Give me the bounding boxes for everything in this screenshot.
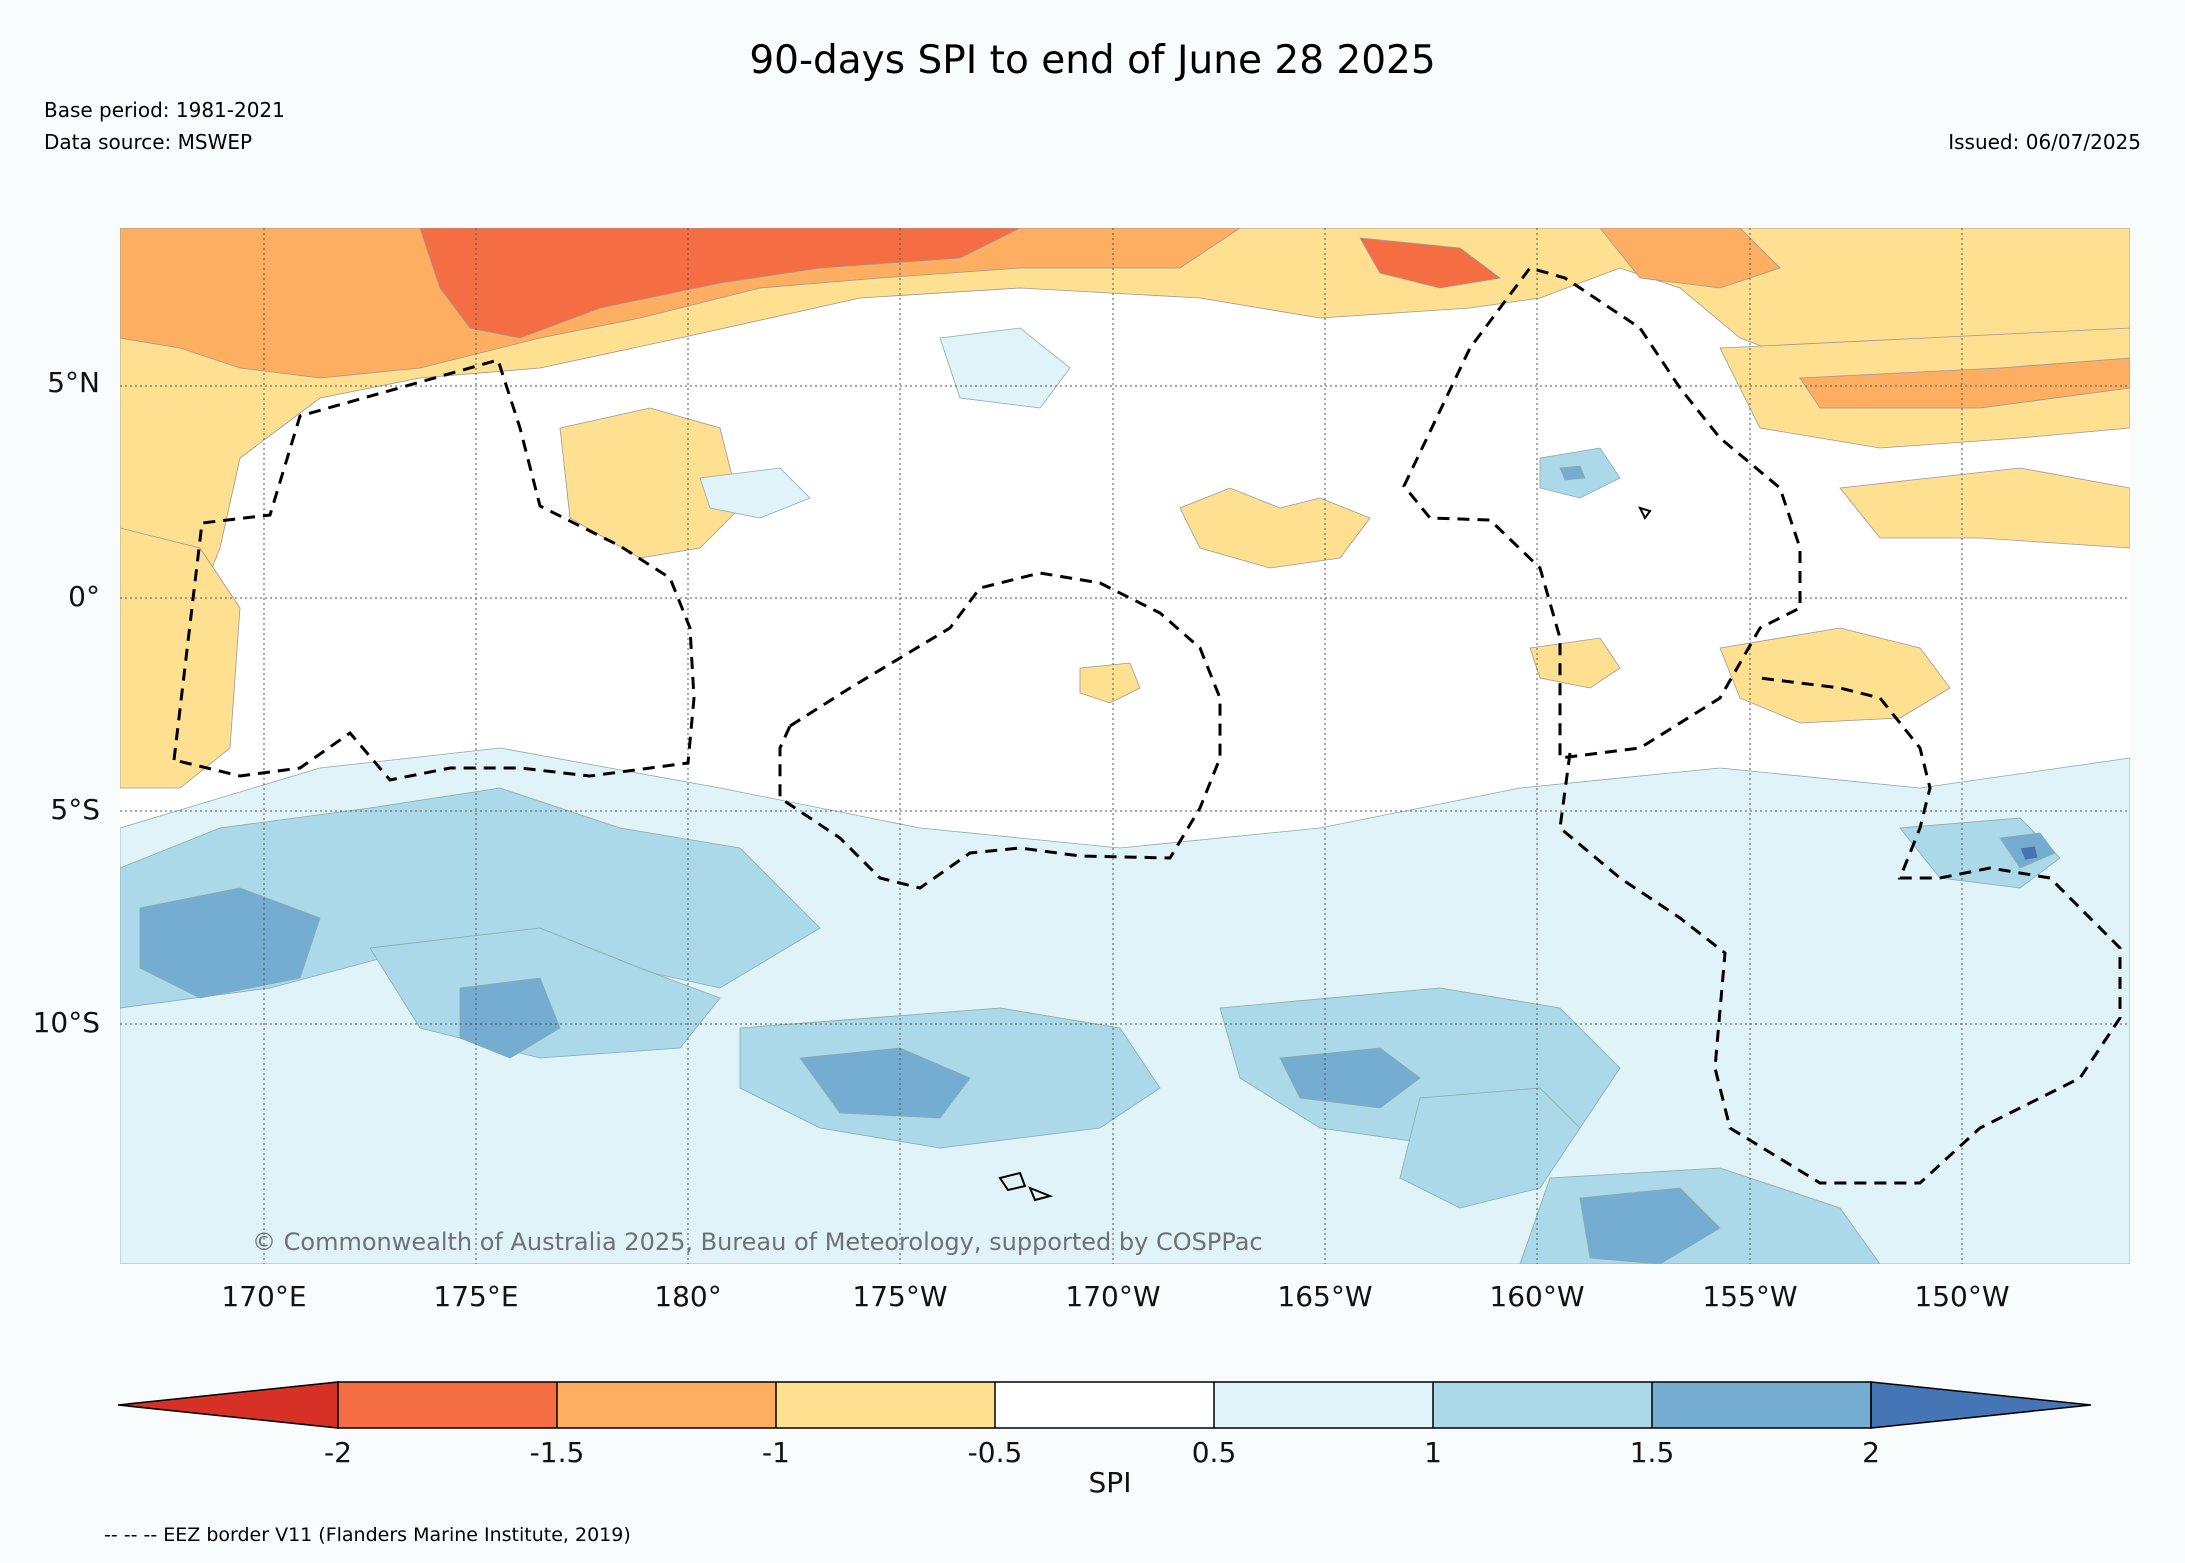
lon-label-160w: 160°W [1489, 1280, 1585, 1313]
lon-label-150w: 150°W [1914, 1280, 2010, 1313]
colorbar-below-min [118, 1381, 339, 1429]
colorbar-tick: 1 [1424, 1436, 1442, 1469]
spi-map-canvas [120, 228, 2130, 1264]
colorbar-bin [1652, 1382, 1871, 1428]
colorbar-bin [338, 1382, 557, 1428]
lat-label-5n: 5°N [47, 366, 100, 399]
lat-label-10s: 10°S [32, 1006, 100, 1039]
colorbar-tick: 1.5 [1629, 1436, 1675, 1469]
colorbar-tick: -1.5 [529, 1436, 585, 1469]
colorbar-bin [995, 1382, 1214, 1428]
lon-label-175w: 175°W [852, 1280, 948, 1313]
colorbar-bin [1433, 1382, 1652, 1428]
colorbar-tick: -1 [762, 1436, 790, 1469]
graticule [120, 228, 2130, 1264]
islands [998, 506, 1652, 1202]
colorbar-above-max [1870, 1381, 2092, 1429]
lon-label-180: 180° [654, 1280, 722, 1313]
eez-borders [172, 266, 2122, 1185]
eez-legend-note: -- -- -- EEZ border V11 (Flanders Marine… [104, 1524, 631, 1546]
lon-label-165w: 165°W [1277, 1280, 1373, 1313]
colorbar-tick: -0.5 [967, 1436, 1023, 1469]
lat-label-5s: 5°S [50, 793, 100, 826]
spi-colorbar [118, 1381, 2092, 1429]
issued-date: Issued: 06/07/2025 [1948, 130, 2141, 154]
colorbar-bin [1214, 1382, 1433, 1428]
lon-label-175e: 175°E [433, 1280, 519, 1313]
lat-label-0: 0° [68, 580, 100, 613]
colorbar-bin [557, 1382, 776, 1428]
map-title: 90-days SPI to end of June 28 2025 [749, 38, 1436, 83]
spi-map [120, 228, 2130, 1264]
colorbar-tick: -2 [324, 1436, 352, 1469]
colorbar-tick: 2 [1862, 1436, 1880, 1469]
data-source: Data source: MSWEP [44, 130, 253, 154]
colorbar-label: SPI [1088, 1466, 1132, 1499]
base-period: Base period: 1981-2021 [44, 98, 285, 122]
lon-label-170w: 170°W [1065, 1280, 1161, 1313]
copyright-notice: © Commonwealth of Australia 2025, Bureau… [252, 1228, 1263, 1256]
lon-label-170e: 170°E [221, 1280, 307, 1313]
wet-region-south [120, 327, 2130, 1264]
lon-label-155w: 155°W [1702, 1280, 1798, 1313]
colorbar-tick: 0.5 [1191, 1436, 1237, 1469]
colorbar-bin [776, 1382, 995, 1428]
